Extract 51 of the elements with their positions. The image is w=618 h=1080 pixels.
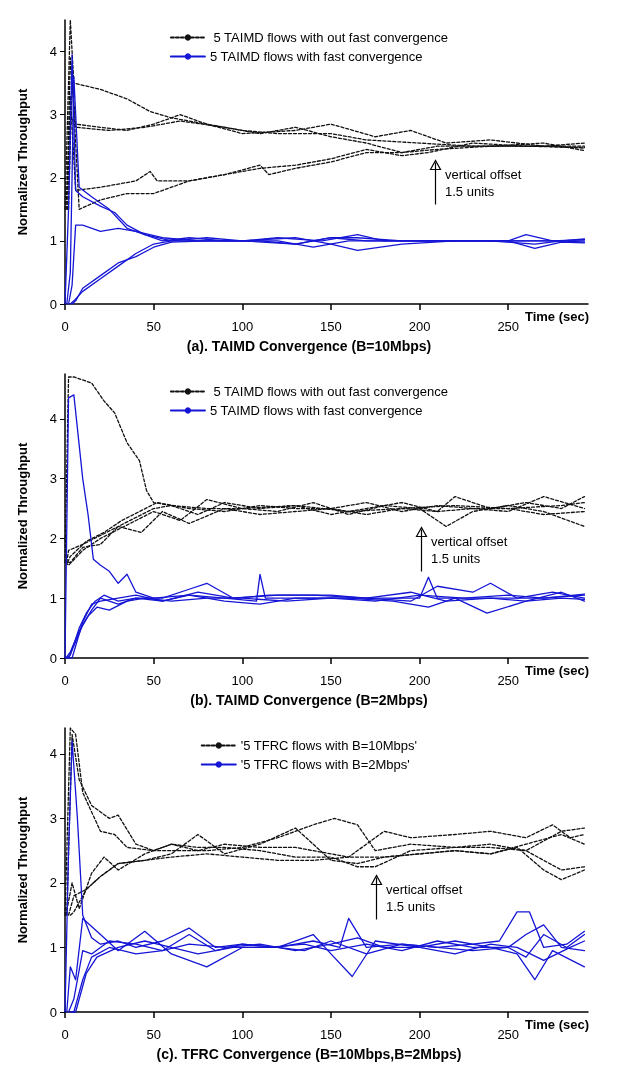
- legend-label: 5 TAIMD flows with fast convergence: [209, 49, 423, 64]
- y-tick-label: 0: [49, 650, 57, 666]
- x-tick-label: 150: [320, 319, 342, 334]
- x-tick-label: 200: [408, 1027, 431, 1042]
- x-tick-label: 0: [61, 673, 69, 688]
- x-axis-title: Time (sec): [524, 1017, 590, 1032]
- y-tick-label: 1: [49, 939, 57, 955]
- y-tick-label: 3: [49, 107, 57, 123]
- x-tick-label: 150: [320, 1027, 342, 1042]
- text: (a). TAIMD Convergence (B=10Mbps): [186, 338, 432, 354]
- x-tick-label: 250: [497, 319, 520, 334]
- x-tick-label: 50: [146, 1027, 161, 1042]
- x-tick-label: 50: [146, 319, 161, 334]
- x-tick-label: 100: [231, 1027, 254, 1042]
- y-tick-label: 0: [49, 296, 57, 312]
- legend-label: '5 TFRC flows with B=2Mbps': [240, 757, 410, 772]
- y-tick-label: 3: [49, 810, 57, 826]
- x-tick-label: 100: [231, 673, 254, 688]
- y-axis-title: Normalized Throughput: [15, 88, 30, 236]
- x-tick-label: 0: [61, 1027, 69, 1042]
- x-tick-label: 50: [146, 673, 161, 688]
- legend-label: 5 TAIMD flows with out fast convergence: [209, 30, 448, 45]
- legend-label: 5 TAIMD flows with fast convergence: [209, 403, 423, 418]
- x-tick-label: 0: [61, 319, 69, 334]
- x-tick-label: 100: [231, 319, 254, 334]
- y-tick-label: 2: [49, 170, 57, 186]
- legend-label: '5 TFRC flows with B=10Mbps': [240, 738, 418, 753]
- y-tick-label: 3: [49, 471, 57, 487]
- x-tick-label: 250: [497, 1027, 520, 1042]
- y-tick-label: 1: [49, 233, 57, 249]
- annotation: vertical offset 1.5 units: [431, 534, 508, 566]
- y-tick-label: 1: [49, 590, 57, 606]
- y-tick-label: 2: [49, 875, 57, 891]
- x-tick-label: 150: [320, 673, 342, 688]
- y-axis-title: Normalized Throughput: [15, 796, 30, 944]
- annotation: vertical offset 1.5 units: [445, 167, 522, 199]
- y-axis-title: Normalized Throughput: [15, 442, 30, 590]
- text: (b). TAIMD Convergence (B=2Mbps): [190, 692, 428, 708]
- x-axis-title: Time (sec): [524, 663, 590, 678]
- y-tick-label: 0: [49, 1004, 57, 1020]
- y-tick-label: 2: [49, 530, 57, 546]
- text: (c). TFRC Convergence (B=10Mbps,B=2Mbps): [156, 1046, 462, 1062]
- annotation: vertical offset 1.5 units: [386, 882, 463, 914]
- y-tick-label: 4: [49, 746, 57, 762]
- x-tick-label: 250: [497, 673, 520, 688]
- y-tick-label: 4: [49, 411, 57, 427]
- y-tick-label: 4: [49, 44, 57, 60]
- x-tick-label: 200: [408, 319, 431, 334]
- x-axis-title: Time (sec): [524, 309, 590, 324]
- x-tick-label: 200: [408, 673, 431, 688]
- legend-label: 5 TAIMD flows with out fast convergence: [209, 384, 448, 399]
